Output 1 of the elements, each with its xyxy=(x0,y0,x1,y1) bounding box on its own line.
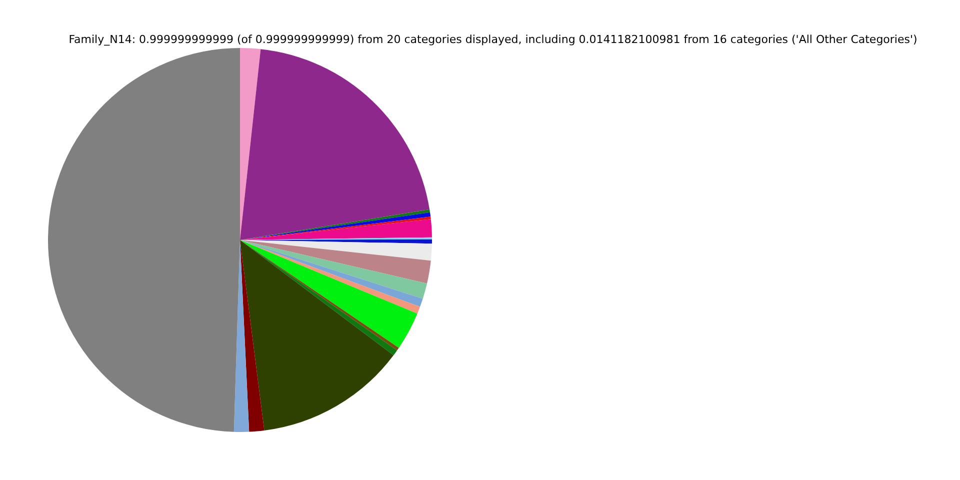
text: Family_N14: 0.999999999999 (of 0.999999999999) from 20 categories displayed, including 0.0141182100981 from 16 categories ('All Other Categories') xyxy=(68,32,918,46)
